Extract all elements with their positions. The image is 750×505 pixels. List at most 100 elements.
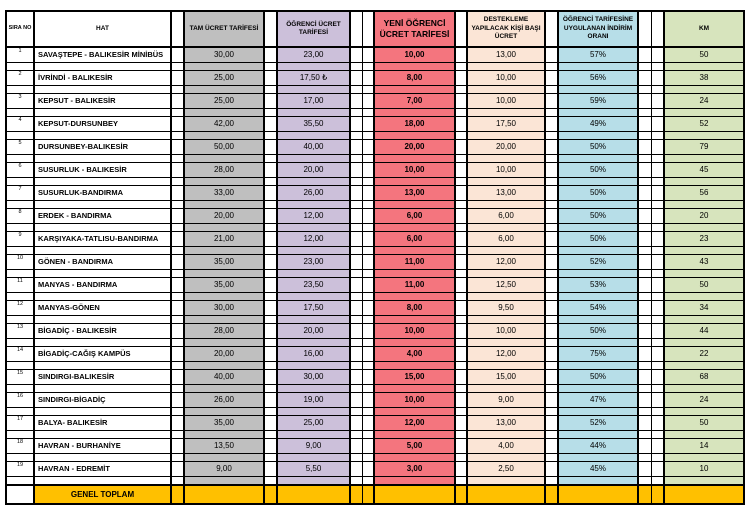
new-student-fare-cell: 11,00	[373, 277, 456, 293]
spacer-cell	[544, 430, 559, 439]
spacer-cell	[454, 254, 468, 270]
route-cell: BİGADİÇ - BALIKESİR	[33, 323, 172, 339]
spacer-cell	[276, 407, 351, 416]
spacer-cell	[361, 430, 375, 439]
spacer-cell	[650, 407, 665, 416]
spacer-cell	[650, 85, 665, 94]
spacer-cell	[637, 277, 652, 293]
spacer-cell	[544, 85, 559, 94]
student-fare-cell: 12,00	[276, 231, 351, 247]
student-fare-cell: 17,50	[276, 300, 351, 316]
table-row: 7 SUSURLUK-BANDIRMA 33,00 26,00 13,00 13,00 50…	[5, 185, 745, 201]
spacer-cell	[170, 108, 185, 117]
spacer-cell	[557, 85, 639, 94]
spacer-cell	[183, 292, 265, 301]
spacer-cell	[349, 70, 363, 86]
spacer-cell	[557, 453, 639, 462]
route-cell: SUSURLUK - BALIKESİR	[33, 162, 172, 178]
spacer-cell	[170, 177, 185, 186]
spacer-cell	[637, 108, 652, 117]
km-cell: 14	[663, 438, 745, 454]
km-cell: 38	[663, 70, 745, 86]
spacer-cell	[557, 177, 639, 186]
spacer-cell	[466, 246, 546, 255]
spacer-cell	[361, 315, 375, 324]
spacer-cell	[263, 300, 278, 316]
route-cell: MANYAS-GÖNEN	[33, 300, 172, 316]
km-cell: 56	[663, 185, 745, 201]
spacer-cell	[276, 269, 351, 278]
support-per-person-cell: 17,50	[466, 116, 546, 132]
km-cell: 50	[663, 277, 745, 293]
spacer-cell	[650, 254, 665, 270]
spacer-cell	[263, 384, 278, 393]
spacer-cell	[650, 346, 665, 362]
spacer-cell	[361, 85, 375, 94]
col-header-ogrenci-ucret: ÖĞRENCİ ÜCRET TARİFESİ	[276, 10, 351, 48]
header-row: SIRA NO HAT TAM ÜCRET TARİFESİ ÖĞRENCİ Ü…	[5, 10, 745, 48]
spacer-cell	[349, 46, 363, 63]
spacer-cell	[663, 430, 745, 439]
spacer-cell	[263, 346, 278, 362]
col-header-hat: HAT	[33, 10, 172, 48]
spacer-cell	[637, 338, 652, 347]
spacer-cell	[361, 70, 375, 86]
total-spacer-cell	[263, 484, 278, 505]
spacer-cell	[454, 139, 468, 155]
spacer-cell	[183, 384, 265, 393]
spacer-header	[650, 10, 665, 48]
spacer-cell	[170, 200, 185, 209]
spacer-cell	[637, 85, 652, 94]
spacer-cell	[361, 177, 375, 186]
spacer-cell	[650, 93, 665, 109]
student-fare-cell: 26,00	[276, 185, 351, 201]
spacer-cell	[544, 415, 559, 431]
spacer-cell	[170, 476, 185, 486]
col-header-yeni-ogrenci-ucret: YENİ ÖĞRENCİ ÜCRET TARİFESİ	[373, 10, 456, 48]
spacer-cell	[183, 407, 265, 416]
spacer-cell	[349, 346, 363, 362]
total-spacer-cell	[454, 484, 468, 505]
spacer-row	[5, 476, 745, 486]
total-spacer-cell	[637, 484, 652, 505]
spacer-cell	[349, 438, 363, 454]
spacer-cell	[361, 162, 375, 178]
spacer-cell	[650, 392, 665, 408]
spacer-cell	[373, 223, 456, 232]
spacer-cell	[5, 131, 35, 140]
col-header-destekleme: DESTEKLEME YAPILACAK KİŞİ BAŞI ÜCRET	[466, 10, 546, 48]
spacer-cell	[544, 231, 559, 247]
spacer-cell	[373, 384, 456, 393]
spacer-cell	[361, 269, 375, 278]
spacer-cell	[454, 108, 468, 117]
spacer-cell	[170, 162, 185, 178]
spacer-cell	[637, 461, 652, 477]
col-header-tam-ucret: TAM ÜCRET TARİFESİ	[183, 10, 265, 48]
spacer-cell	[263, 323, 278, 339]
spacer-cell	[650, 292, 665, 301]
spacer-cell	[349, 154, 363, 163]
spacer-cell	[663, 62, 745, 71]
route-cell: KEPSUT - BALIKESİR	[33, 93, 172, 109]
spacer-cell	[373, 430, 456, 439]
spacer-cell	[544, 208, 559, 224]
support-per-person-cell: 6,00	[466, 231, 546, 247]
spacer-cell	[33, 407, 172, 416]
spacer-cell	[637, 231, 652, 247]
spacer-cell	[263, 85, 278, 94]
spacer-cell	[263, 62, 278, 71]
spacer-cell	[650, 154, 665, 163]
spacer-cell	[557, 269, 639, 278]
spacer-cell	[544, 476, 559, 486]
spacer-cell	[170, 277, 185, 293]
spacer-cell	[263, 430, 278, 439]
km-cell: 50	[663, 46, 745, 63]
spacer-cell	[183, 62, 265, 71]
spacer-cell	[276, 315, 351, 324]
spacer-cell	[349, 430, 363, 439]
support-per-person-cell: 12,50	[466, 277, 546, 293]
spacer-row	[5, 223, 745, 232]
new-student-fare-cell: 18,00	[373, 116, 456, 132]
new-student-fare-cell: 7,00	[373, 93, 456, 109]
full-fare-cell: 25,00	[183, 93, 265, 109]
